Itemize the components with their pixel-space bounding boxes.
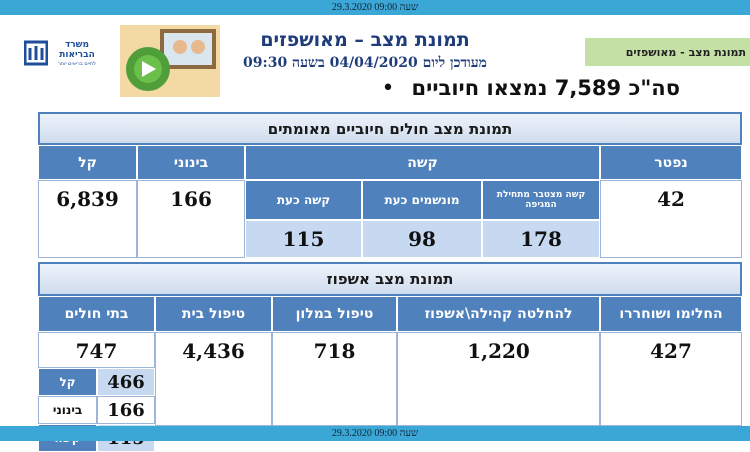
value-cell: 1,220 — [397, 332, 600, 426]
sub-header: קשה כעת — [245, 180, 362, 220]
sub-header: קשה מצטבר מתחילת המגיפה — [482, 180, 600, 220]
logo-name: משרד הבריאות — [59, 40, 95, 60]
column-header: בתי חולים — [38, 296, 155, 332]
column-header: טיפול במלון — [272, 296, 397, 332]
column-header: בינוני — [137, 145, 245, 180]
bullet: • — [381, 75, 395, 101]
hospitalization-title: תמונת מצב אשפוז — [38, 262, 742, 296]
total-count: סה"כ 7,589 נמצאו חיוביים — [411, 76, 680, 100]
bottom-bar: שעה 09:00 29.3.2020 — [0, 426, 750, 441]
top-bar: שעה 09:00 29.3.2020 — [0, 0, 750, 15]
value-cell: 4,436 — [155, 332, 272, 426]
value-cell: 98 — [362, 220, 482, 258]
logo-icon — [24, 40, 48, 66]
column-header: להחלטה קהילה\אשפוז — [397, 296, 600, 332]
breakdown-label: קל — [38, 368, 97, 396]
value-cell: 115 — [245, 220, 362, 258]
value-cell: 42 — [600, 180, 742, 258]
logo-tagline: לחיים בריאים יותר — [57, 61, 97, 67]
column-header: החלימו ושוחררו — [600, 296, 742, 332]
value-cell: 427 — [600, 332, 742, 426]
value-cell: 747 — [38, 332, 155, 368]
value-cell: 6,839 — [38, 180, 137, 258]
page-subtitle: מעודכן ליום 04/04/2020 בשעה 09:30 — [243, 54, 487, 71]
value-cell: 718 — [272, 332, 397, 426]
confirmed-title: תמונת מצב חולים חיוביים מאומתים — [38, 112, 742, 145]
breakdown-value: 466 — [97, 368, 155, 396]
breakdown-value: 166 — [97, 396, 155, 424]
column-header: טיפול בית — [155, 296, 272, 332]
sub-header: מונשמים כעת — [362, 180, 482, 220]
column-header: קל — [38, 145, 137, 180]
column-header: קשה — [245, 145, 600, 180]
breakdown-label: בינוני — [38, 396, 97, 424]
column-header: נפטר — [600, 145, 742, 180]
value-cell: 178 — [482, 220, 600, 258]
value-cell: 166 — [137, 180, 245, 258]
side-label: תמונת מצב - מאושפזים — [585, 38, 750, 66]
page-title: תמונת מצב – מאושפזים — [260, 29, 470, 51]
illustration — [120, 25, 220, 97]
